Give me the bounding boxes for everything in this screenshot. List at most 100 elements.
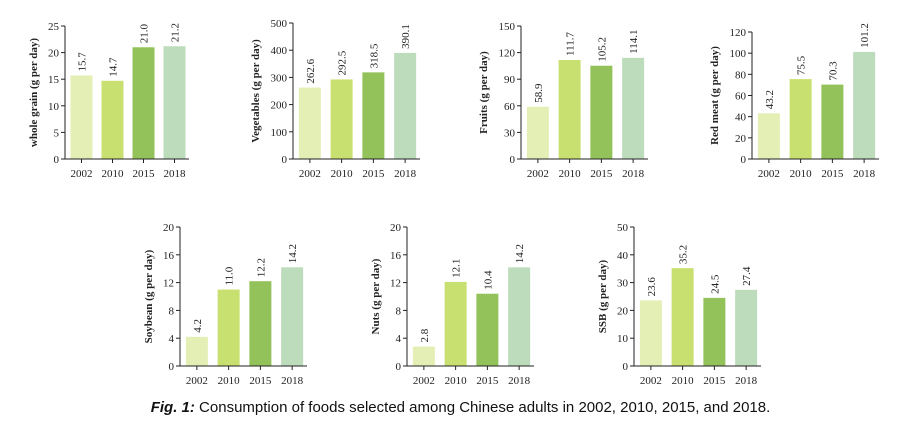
soybean-value-label-2015: 12.2 xyxy=(255,258,267,277)
ssb-x-tick-2002: 2002 xyxy=(640,375,662,387)
red-meat-value-label-2010: 75.5 xyxy=(796,55,808,75)
fruits-y-tick-150: 150 xyxy=(499,21,516,33)
whole-grain-y-axis-title: whole grain (g per day) xyxy=(28,38,40,148)
vegetables-x-tick-2002: 2002 xyxy=(299,168,321,180)
nuts-y-tick-12: 12 xyxy=(390,278,401,290)
whole-grain-bar-2010 xyxy=(101,80,124,159)
ssb-x-tick-2018: 2018 xyxy=(735,375,758,387)
fruits-value-label-2002: 58.9 xyxy=(533,83,545,103)
nuts-y-tick-16: 16 xyxy=(390,250,402,262)
vegetables-y-tick-300: 300 xyxy=(271,72,288,84)
soybean-y-axis-title: Soybean (g per day) xyxy=(143,249,155,343)
ssb-y-tick-30: 30 xyxy=(617,278,629,290)
red-meat-y-tick-80: 80 xyxy=(735,69,747,81)
ssb-bar-2010 xyxy=(671,268,694,366)
fruits-bar-2015 xyxy=(590,65,613,159)
soybean-y-tick-12: 12 xyxy=(163,278,174,290)
vegetables-y-tick-400: 400 xyxy=(271,45,288,57)
nuts-value-label-2018: 14.2 xyxy=(514,244,526,263)
figure-number: Fig. 1: xyxy=(150,399,195,416)
whole-grain-y-tick-20: 20 xyxy=(48,48,60,60)
soybean-value-label-2002: 4.2 xyxy=(192,319,204,333)
vegetables-bar-2002 xyxy=(298,87,321,159)
soybean-x-tick-2018: 2018 xyxy=(281,375,304,387)
vegetables-x-tick-2018: 2018 xyxy=(394,168,417,180)
red-meat-value-label-2015: 70.3 xyxy=(827,61,839,81)
soybean-bar-2002 xyxy=(185,336,208,366)
fruits-chart: 58.9 2002 111.7 2010 105.2 2015 114.1 2018 0 30 60… xyxy=(478,21,648,180)
ssb-chart: 23.6 2002 35.2 2010 24.5 2015 27.4 2018 0 10 20 30 4… xyxy=(597,222,761,387)
nuts-y-tick-8: 8 xyxy=(396,305,402,317)
soybean-y-tick-20: 20 xyxy=(163,222,175,234)
nuts-y-tick-4: 4 xyxy=(396,333,402,345)
fruits-y-tick-30: 30 xyxy=(504,127,516,139)
vegetables-value-label-2018: 390.1 xyxy=(400,24,412,49)
soybean-y-tick-4: 4 xyxy=(169,333,175,345)
soybean-x-tick-2002: 2002 xyxy=(186,375,208,387)
ssb-bar-2015 xyxy=(703,297,726,366)
red-meat-bar-2018 xyxy=(853,51,876,159)
soybean-y-tick-0: 0 xyxy=(169,361,175,373)
red-meat-y-tick-120: 120 xyxy=(730,27,747,39)
nuts-x-tick-2018: 2018 xyxy=(508,375,531,387)
vegetables-value-label-2002: 262.6 xyxy=(305,58,317,83)
soybean-bar-2018 xyxy=(281,267,304,366)
red-meat-chart: 43.2 2002 75.5 2010 70.3 2015 101.2 2018 0 20 40 60… xyxy=(709,23,879,180)
whole-grain-y-tick-25: 25 xyxy=(48,21,60,33)
ssb-bar-2018 xyxy=(735,289,758,366)
ssb-bar-2002 xyxy=(639,300,662,366)
vegetables-y-tick-100: 100 xyxy=(271,127,288,139)
soybean-x-tick-2010: 2010 xyxy=(218,375,241,387)
ssb-value-label-2002: 23.6 xyxy=(646,277,658,297)
vegetables-y-tick-0: 0 xyxy=(282,154,288,166)
fruits-y-tick-60: 60 xyxy=(504,101,516,113)
nuts-value-label-2002: 2.8 xyxy=(419,328,431,342)
caption-text: Consumption of foods selected among Chin… xyxy=(199,399,771,416)
fruits-value-label-2018: 114.1 xyxy=(628,29,640,53)
whole-grain-y-tick-10: 10 xyxy=(48,101,60,113)
fruits-x-tick-2002: 2002 xyxy=(527,168,549,180)
red-meat-y-tick-60: 60 xyxy=(735,91,747,103)
nuts-value-label-2010: 12.1 xyxy=(451,259,463,278)
vegetables-x-tick-2010: 2010 xyxy=(331,168,354,180)
whole-grain-value-label-2010: 14.7 xyxy=(108,57,120,77)
soybean-chart: 4.2 2002 11.0 2010 12.2 2015 14.2 2018 0 4 8 12 16 20… xyxy=(143,222,307,387)
nuts-y-axis-title: Nuts (g per day) xyxy=(370,258,382,334)
fruits-bar-2010 xyxy=(558,59,581,159)
fruits-y-tick-0: 0 xyxy=(510,154,516,166)
vegetables-value-label-2010: 292.5 xyxy=(337,50,349,75)
whole-grain-x-tick-2018: 2018 xyxy=(164,168,187,180)
red-meat-y-tick-20: 20 xyxy=(735,133,747,145)
whole-grain-y-tick-0: 0 xyxy=(54,154,60,166)
red-meat-y-tick-100: 100 xyxy=(730,48,747,60)
red-meat-bar-2010 xyxy=(789,79,812,159)
whole-grain-value-label-2018: 21.2 xyxy=(170,23,182,42)
nuts-bar-2002 xyxy=(412,346,435,366)
red-meat-x-tick-2018: 2018 xyxy=(853,168,876,180)
nuts-chart: 2.8 2002 12.1 2010 10.4 2015 14.2 2018 0 4 8 12 16 20… xyxy=(370,222,534,387)
vegetables-bar-2018 xyxy=(394,52,417,159)
vegetables-value-label-2015: 318.5 xyxy=(368,43,380,68)
soybean-value-label-2010: 11.0 xyxy=(224,266,236,285)
whole-grain-chart: 15.7 2002 14.7 2010 21.0 2015 21.2 2018 0 5 10 15 20… xyxy=(28,21,189,180)
nuts-bar-2015 xyxy=(476,293,499,366)
fruits-value-label-2010: 111.7 xyxy=(565,32,577,56)
ssb-y-tick-20: 20 xyxy=(617,305,629,317)
fruits-bar-2018 xyxy=(622,57,645,160)
soybean-y-tick-16: 16 xyxy=(163,250,175,262)
vegetables-chart: 262.6 2002 292.5 2010 318.5 2015 390.1 2018 0 100… xyxy=(250,18,420,180)
soybean-bar-2010 xyxy=(217,289,240,366)
figure-caption: Fig. 1: Consumption of foods selected am… xyxy=(0,399,921,416)
red-meat-value-label-2018: 101.2 xyxy=(859,23,871,48)
vegetables-x-tick-2015: 2015 xyxy=(362,168,385,180)
ssb-y-axis-title: SSB (g per day) xyxy=(597,259,609,333)
whole-grain-bar-2015 xyxy=(132,47,155,159)
vegetables-y-axis-title: Vegetables (g per day) xyxy=(250,39,262,143)
nuts-bar-2010 xyxy=(444,281,467,366)
nuts-x-tick-2002: 2002 xyxy=(413,375,435,387)
nuts-x-tick-2010: 2010 xyxy=(445,375,468,387)
whole-grain-bar-2002 xyxy=(70,75,93,159)
whole-grain-value-label-2002: 15.7 xyxy=(77,52,89,72)
soybean-bar-2015 xyxy=(249,281,272,366)
